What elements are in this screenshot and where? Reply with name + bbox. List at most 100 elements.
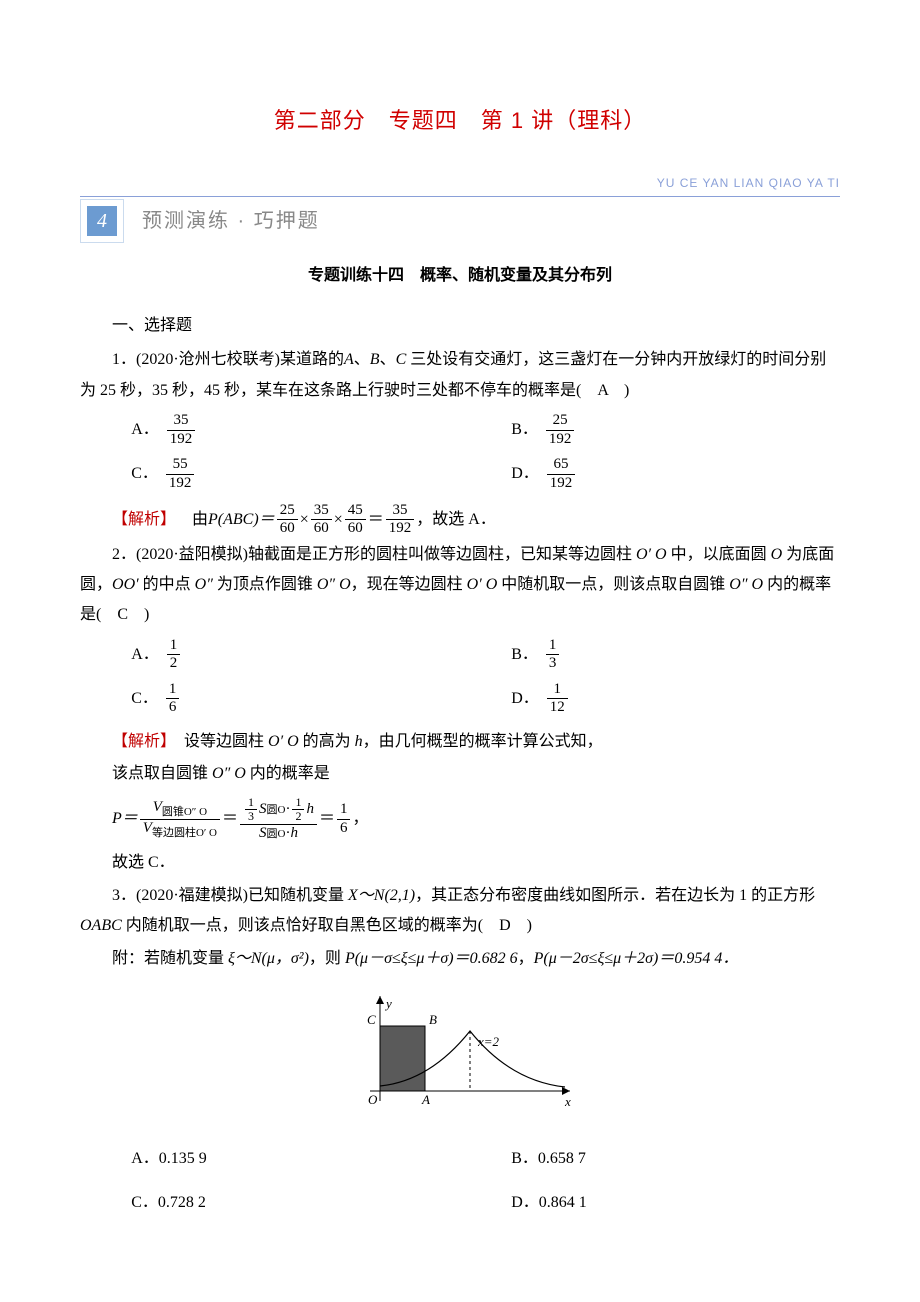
s2: S bbox=[259, 825, 267, 842]
q3-choice-d: D．0.864 1 bbox=[460, 1181, 840, 1225]
n: 1 bbox=[166, 681, 180, 699]
q2-choice-d: D． 112 bbox=[460, 677, 840, 721]
q2-odp: O″ bbox=[195, 576, 213, 593]
n: 35 bbox=[386, 502, 415, 520]
q2-odpo: O″ O bbox=[317, 576, 351, 593]
q1-f4: 35192 bbox=[386, 502, 415, 538]
q2-expr-frac: 13 S圆O· 12 h S圆O·h bbox=[240, 796, 317, 843]
label-d: D． bbox=[511, 459, 539, 489]
q1-analysis-lead: 由 bbox=[176, 505, 208, 535]
label-c: C． bbox=[131, 684, 158, 714]
q2-oo2: O′ O bbox=[467, 576, 498, 593]
d: 2 bbox=[167, 655, 181, 672]
q2-m1: 中，以底面圆 bbox=[667, 546, 771, 563]
eq-2: ＝ bbox=[222, 804, 238, 834]
d: 6 bbox=[166, 699, 180, 716]
q2-vol-frac: V圆锥O″ O V等边圆柱O′ O bbox=[140, 799, 220, 839]
q2-choice-c: C． 16 bbox=[80, 677, 460, 721]
q3-pre: 3．(2020·福建模拟)已知随机变量 bbox=[112, 887, 348, 904]
q1-b-den: 192 bbox=[546, 431, 575, 448]
q1-d-num: 65 bbox=[547, 456, 576, 474]
q1-f2: 3560 bbox=[311, 502, 332, 538]
q1-b-num: 25 bbox=[546, 412, 575, 430]
fig-O: O bbox=[368, 1092, 378, 1107]
d: 60 bbox=[311, 520, 332, 537]
n: 1 bbox=[547, 681, 568, 699]
q2-m3: 的中点 bbox=[139, 576, 195, 593]
q3-nm: ，则 bbox=[309, 950, 345, 967]
q3-note: 附：若随机变量 ξ～N(μ，σ²)，则 P(μ－σ≤ξ≤μ＋σ)＝0.682 6… bbox=[80, 944, 840, 974]
q2-P: P＝ bbox=[112, 804, 138, 834]
q2-analysis-2: 该点取自圆锥 O″ O 内的概率是 bbox=[80, 759, 840, 789]
main-title: 第二部分 专题四 第 1 讲（理科） bbox=[80, 100, 840, 142]
heading-choice: 一、选择题 bbox=[80, 311, 840, 341]
q2-analysis-1: 【解析】 设等边圆柱 O′ O 的高为 h，由几何概型的概率计算公式知， bbox=[80, 727, 840, 757]
q2-choices: A． 12 B． 13 C． 16 D． 112 bbox=[80, 633, 840, 721]
q1-a-frac: 35192 bbox=[167, 412, 196, 448]
s: 圆锥O″ O bbox=[162, 806, 207, 818]
q2-odpo3: O″ O bbox=[212, 765, 246, 782]
q1-analysis: 【解析】 由 P(ABC)＝ 2560 × 3560 × 4560 ＝ 3519… bbox=[80, 502, 840, 538]
q1-c-frac: 55192 bbox=[166, 456, 195, 492]
n: 1 bbox=[546, 637, 560, 655]
q2-aa: 设等边圆柱 bbox=[168, 733, 268, 750]
q2-ad: 该点取自圆锥 bbox=[112, 765, 212, 782]
n: 1 bbox=[337, 801, 351, 819]
badge: 4 bbox=[80, 199, 124, 243]
times-1: × bbox=[300, 505, 309, 535]
q1-b-frac: 25192 bbox=[546, 412, 575, 448]
q2-choice-a: A． 12 bbox=[80, 633, 460, 677]
section-label: 预测演练 · 巧押题 bbox=[142, 202, 320, 240]
q2-equation: P＝ V圆锥O″ O V等边圆柱O′ O ＝ 13 S圆O· 12 h S圆O·… bbox=[80, 796, 840, 843]
third: 13 bbox=[245, 796, 257, 825]
ssub: 圆O bbox=[267, 804, 286, 817]
fig-A: A bbox=[421, 1092, 430, 1107]
d: 60 bbox=[345, 520, 366, 537]
q1-a-den: 192 bbox=[167, 431, 196, 448]
fig-C: C bbox=[367, 1012, 376, 1027]
n: 25 bbox=[277, 502, 298, 520]
q2-c-frac: 16 bbox=[166, 681, 180, 717]
q3-b1: ，其正态分布密度曲线如图所示．若在边长为 1 的正方形 bbox=[415, 887, 815, 904]
s: S bbox=[259, 801, 267, 818]
badge-number: 4 bbox=[87, 206, 117, 236]
q2-o: O bbox=[771, 546, 783, 563]
label-b: B． bbox=[511, 415, 538, 445]
n: 35 bbox=[311, 502, 332, 520]
normal-curve-figure: y x O A B C x=2 bbox=[340, 986, 580, 1116]
n: 45 bbox=[345, 502, 366, 520]
q3-p2: P(μ－2σ≤ξ≤μ＋2σ)＝0.954 4． bbox=[534, 950, 739, 967]
fig-x-label: x bbox=[564, 1094, 571, 1109]
q2-ab: 的高为 bbox=[299, 733, 355, 750]
q3-stem: 3．(2020·福建模拟)已知随机变量 X～N(2,1)，其正态分布密度曲线如图… bbox=[80, 881, 840, 942]
q1-choice-a: A． 35192 bbox=[80, 408, 460, 452]
q2-comma: ， bbox=[352, 804, 368, 834]
q1-d-den: 192 bbox=[547, 475, 576, 492]
q1-choice-b: B． 25192 bbox=[460, 408, 840, 452]
q2-b-frac: 13 bbox=[546, 637, 560, 673]
n: 1 bbox=[245, 796, 257, 811]
eq-1: ＝ bbox=[368, 505, 384, 535]
eq-3: ＝ bbox=[319, 804, 335, 834]
q2-h: h bbox=[355, 733, 363, 750]
header-divider: YU CE YAN LIAN QIAO YA TI bbox=[80, 172, 840, 197]
half: 12 bbox=[292, 796, 304, 825]
q3-choices: A．0.135 9 B．0.658 7 C．0.728 2 D．0.864 1 bbox=[80, 1137, 840, 1225]
q2-analysis-3: 故选 C． bbox=[80, 848, 840, 878]
analysis-label: 【解析】 bbox=[112, 733, 168, 750]
q1-f1: 2560 bbox=[277, 502, 298, 538]
v: V bbox=[143, 820, 152, 836]
d: 192 bbox=[386, 520, 415, 537]
q2-m4: 为顶点作圆锥 bbox=[213, 576, 317, 593]
sub-title: 专题训练十四 概率、随机变量及其分布列 bbox=[80, 261, 840, 291]
q2-oo1: O′ O bbox=[636, 546, 667, 563]
q2-odpo2: O″ O bbox=[729, 576, 763, 593]
times-2: × bbox=[334, 505, 343, 535]
q3-oabc: OABC bbox=[80, 917, 122, 934]
q1-a-num: 35 bbox=[167, 412, 196, 430]
q1-b: B bbox=[370, 351, 380, 368]
expr-num: 13 S圆O· 12 h bbox=[240, 796, 317, 826]
q3-choice-a: A．0.135 9 bbox=[80, 1137, 460, 1181]
n: 1 bbox=[292, 796, 304, 811]
q2-res: 16 bbox=[337, 801, 351, 837]
